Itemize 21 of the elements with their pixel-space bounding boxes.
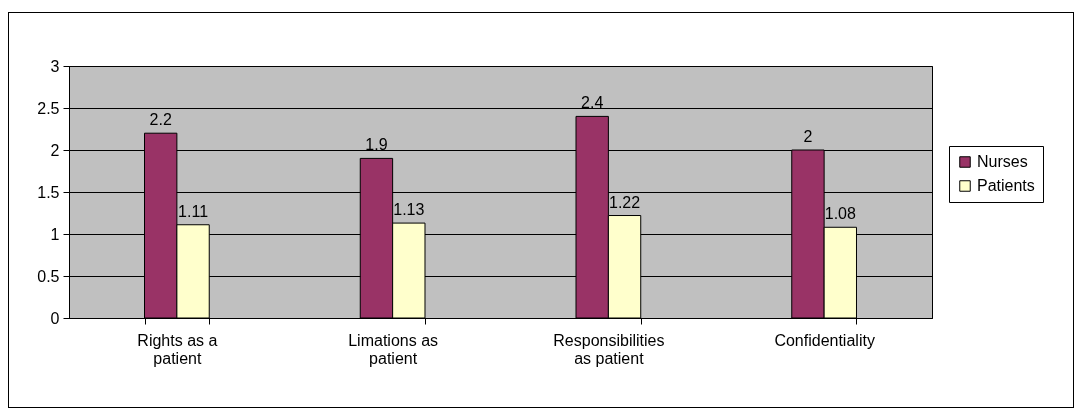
data-label: 1.22: [608, 193, 641, 211]
data-label: 1.08: [824, 205, 856, 223]
y-tick-label: 2: [50, 141, 60, 159]
data-label: 2: [803, 128, 813, 145]
x-tick-label: Confidentiality: [774, 331, 875, 349]
x-tick-label: Responsibilities as patient: [553, 331, 665, 367]
x-tick-label: Limations as patient: [348, 331, 439, 367]
y-tick-label: 3: [50, 57, 60, 75]
y-tick-label: 0: [50, 309, 60, 327]
data-label: 2.2: [149, 111, 172, 129]
data-label: 2.4: [581, 94, 604, 112]
y-tick-label: 1.5: [37, 183, 60, 201]
data-label: 1.9: [365, 136, 388, 154]
y-tick-label: 2.5: [37, 99, 60, 117]
legend-label: Patients: [977, 177, 1035, 194]
data-label: 1.13: [393, 201, 425, 219]
x-tick-label: Rights as a patient: [137, 331, 218, 367]
legend-label: Nurses: [977, 153, 1028, 170]
y-tick-label: 1: [50, 225, 60, 243]
y-tick-label: 0.5: [37, 267, 60, 285]
data-label: 1.11: [178, 202, 209, 220]
